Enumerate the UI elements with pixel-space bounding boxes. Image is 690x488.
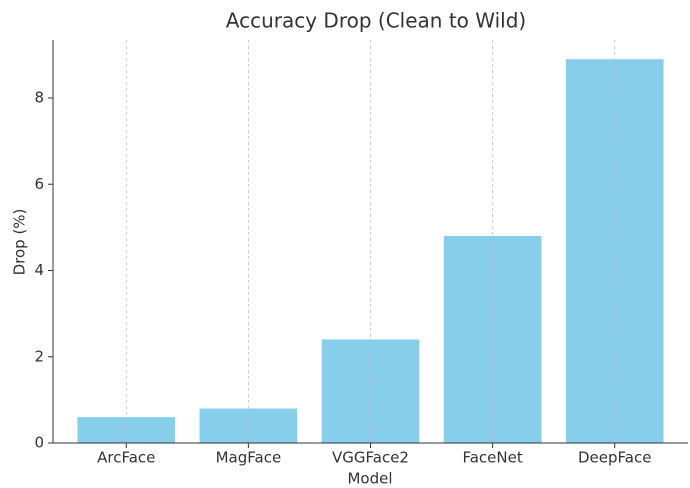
x-tick-label: MagFace — [216, 449, 282, 467]
y-tick-label: 0 — [34, 434, 44, 452]
y-tick-label: 6 — [34, 175, 44, 193]
x-tick-label: VGGFace2 — [332, 449, 409, 467]
x-tick-label: ArcFace — [97, 449, 155, 467]
x-tick-label: FaceNet — [462, 449, 522, 467]
y-axis-label: Drop (%) — [11, 209, 29, 276]
bar — [321, 339, 420, 443]
x-tick-label: DeepFace — [578, 449, 651, 467]
y-tick-label: 2 — [34, 347, 44, 365]
x-axis-label: Model — [347, 470, 392, 488]
y-tick-label: 4 — [34, 261, 44, 279]
chart-title: Accuracy Drop (Clean to Wild) — [226, 9, 526, 33]
y-tick-label: 8 — [34, 89, 44, 107]
bar — [443, 236, 542, 443]
